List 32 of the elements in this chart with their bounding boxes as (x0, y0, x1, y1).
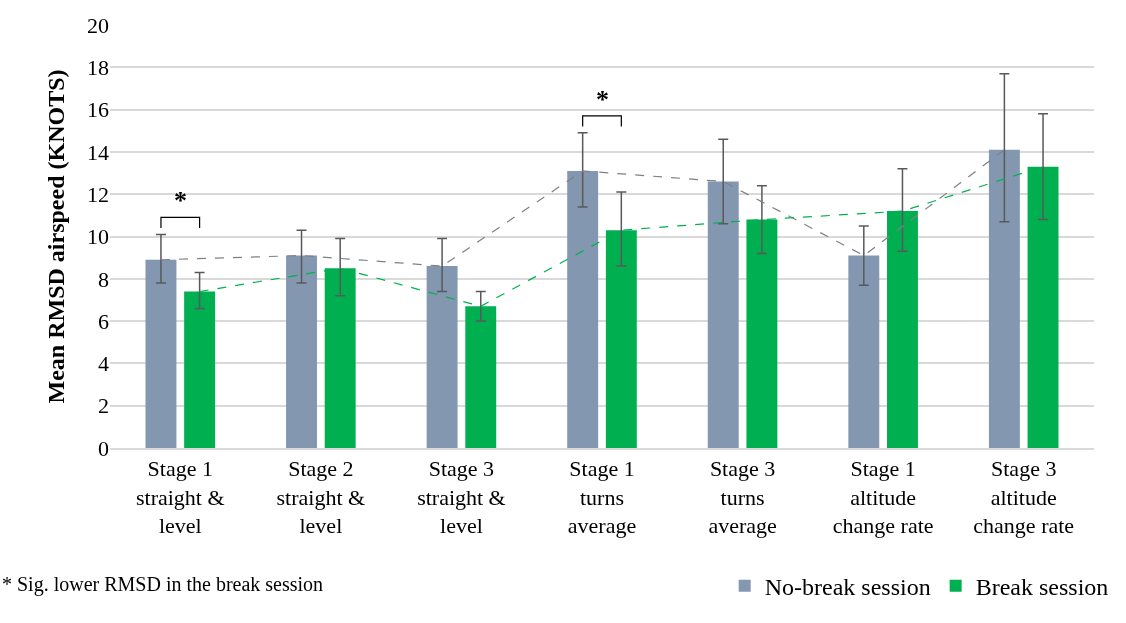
bar (988, 149, 1020, 448)
bar (848, 255, 880, 448)
x-tick-label: Stage 2 straight & level (276, 456, 366, 539)
y-tick-label: 14 (87, 139, 109, 165)
line-series (160, 149, 1005, 267)
x-tick-label: Stage 3 altitude change rate (973, 456, 1075, 539)
annotation: * (174, 186, 187, 215)
y-tick-label: 0 (98, 435, 109, 461)
y-tick-label: 16 (87, 97, 109, 123)
y-tick-label: 20 (87, 12, 109, 38)
bar (707, 181, 739, 448)
y-tick-label: 18 (87, 55, 109, 80)
legend-label: Break session (975, 574, 1109, 601)
bar (426, 266, 458, 448)
y-tick-label: 8 (98, 266, 109, 292)
bar (286, 255, 317, 448)
y-tick-label: 2 (98, 393, 109, 419)
x-tick-label: Stage 1 straight & level (135, 456, 225, 539)
y-tick-label: 6 (98, 308, 109, 334)
annotation: * (596, 85, 609, 114)
y-axis-title: Mean RMSD airspeed (KNOTS) (43, 69, 70, 404)
bar (145, 259, 177, 448)
x-tick-label: Stage 3 straight & level (417, 456, 506, 539)
y-tick-label: 12 (87, 181, 109, 207)
text: * Sig. lower RMSD in the break session (2, 573, 324, 596)
x-tick-label: Stage 1 altitude change rate (832, 456, 934, 539)
y-tick-label: 4 (98, 351, 109, 377)
x-tick-label: Stage 3 turns average (708, 456, 777, 539)
bar (567, 170, 599, 448)
x-tick-label: Stage 1 turns average (567, 456, 637, 539)
y-tick-label: 10 (87, 224, 109, 250)
legend-label: No-break session (764, 574, 931, 601)
